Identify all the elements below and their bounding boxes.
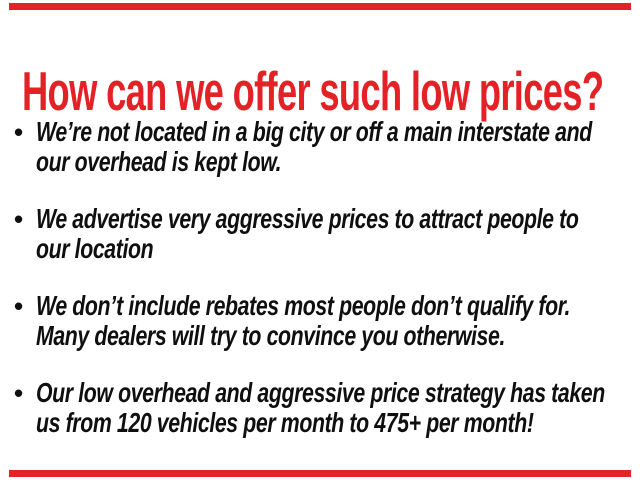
- bullet-line: We don’t include rebates most people don…: [36, 290, 570, 321]
- bullet-line: We advertise very aggressive prices to a…: [36, 203, 579, 234]
- bullet-text: We advertise very aggressive prices to a…: [36, 203, 579, 264]
- bullet-text: We’re not located in a big city or off a…: [36, 117, 592, 177]
- bullet-icon: •: [14, 378, 24, 408]
- page-title: How can we offer such low prices?: [22, 59, 604, 122]
- bullet-icon: •: [14, 204, 24, 234]
- bullet-icon: •: [14, 291, 24, 321]
- top-red-rule: [9, 3, 631, 10]
- list-item: • We’re not located in a big city or off…: [14, 117, 640, 177]
- bullet-line: us from 120 vehicles per month to 475+ p…: [36, 407, 534, 438]
- bottom-red-rule: [9, 470, 631, 477]
- list-item: • Our low overhead and aggressive price …: [14, 378, 640, 438]
- bullet-line: Our low overhead and aggressive price st…: [36, 377, 605, 408]
- bullet-text: Our low overhead and aggressive price st…: [36, 378, 605, 438]
- bullet-line: Many dealers will try to convince you ot…: [36, 320, 505, 351]
- bullet-icon: •: [14, 117, 24, 147]
- bullet-text: We don’t include rebates most people don…: [36, 291, 570, 351]
- bullet-line: our location: [36, 233, 154, 264]
- list-item: • We advertise very aggressive prices to…: [14, 204, 640, 264]
- list-item: • We don’t include rebates most people d…: [14, 291, 640, 351]
- bullet-line: our overhead is kept low.: [36, 146, 282, 177]
- bullet-list: • We’re not located in a big city or off…: [14, 117, 640, 465]
- bullet-line: We’re not located in a big city or off a…: [36, 116, 592, 147]
